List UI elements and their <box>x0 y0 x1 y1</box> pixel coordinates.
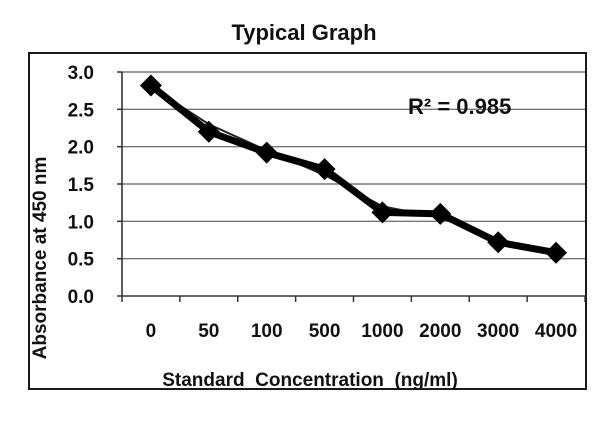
y-tick-label: 2.5 <box>68 100 95 121</box>
y-tick-label: 1.5 <box>68 175 95 196</box>
series-layer <box>147 81 560 257</box>
x-tick-label: 1000 <box>361 321 403 342</box>
x-tick-label: 0 <box>146 321 157 342</box>
chart-title: Typical Graph <box>231 20 377 45</box>
r-squared-annotation: R² = 0.985 <box>408 94 511 119</box>
y-axis-label: Absorbance at 450 nm <box>30 157 51 360</box>
y-tick-label: 1.0 <box>68 212 94 233</box>
data-line <box>147 81 560 257</box>
x-axis-label: Standard Concentration (ng/ml) <box>162 370 458 391</box>
x-tick-label: 4000 <box>535 321 577 342</box>
marker-layer <box>139 74 568 264</box>
data-point <box>139 74 162 97</box>
axis-layer <box>117 71 586 302</box>
chart-frame <box>28 52 587 390</box>
data-point <box>545 241 568 264</box>
x-tick-label: 50 <box>198 321 219 342</box>
y-tick-label: 3.0 <box>68 63 94 84</box>
x-tick-label: 500 <box>309 321 341 342</box>
y-tick-label: 0.5 <box>68 250 95 271</box>
data-point <box>197 120 220 143</box>
data-point <box>429 202 452 225</box>
grid-layer <box>122 71 585 260</box>
data-point <box>487 231 510 254</box>
x-tick-label: 100 <box>251 321 283 342</box>
label-layer: 3.0 2.5 2.0 1.5 1.0 0.5 0.0 0 50 100 500 1000 2000 30… <box>30 63 577 391</box>
y-tick-label: 0.0 <box>68 287 94 308</box>
data-point <box>255 141 278 164</box>
data-point <box>313 158 336 181</box>
data-point <box>371 201 394 224</box>
y-tick-label: 2.0 <box>68 138 94 159</box>
x-tick-label: 2000 <box>419 321 461 342</box>
x-tick-label: 3000 <box>477 321 519 342</box>
